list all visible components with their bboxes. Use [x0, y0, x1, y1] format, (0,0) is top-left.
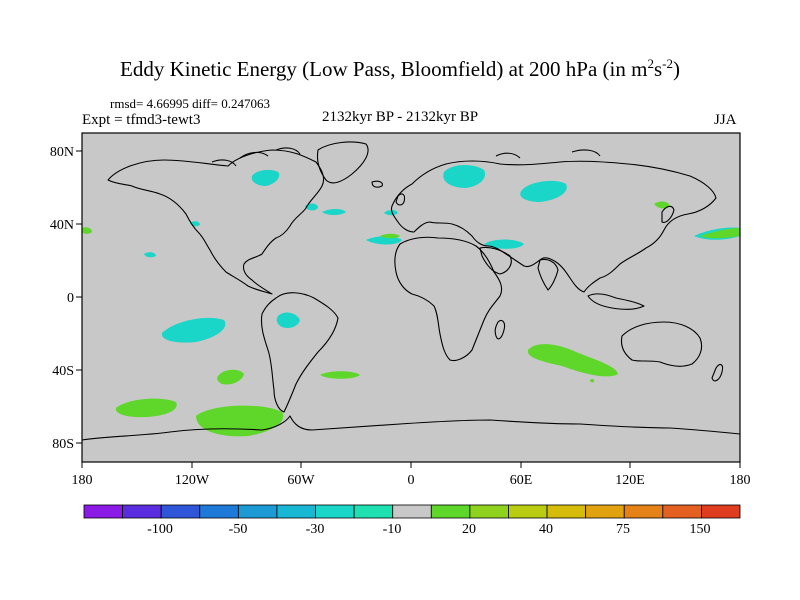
coast-japan [661, 205, 675, 223]
coast-indonesia [587, 293, 645, 310]
green-patch-southwest-pacific [217, 369, 244, 385]
green-patch-west-africa [380, 233, 400, 239]
lon-label: 180 [72, 473, 93, 488]
lat-label: 80N [50, 145, 74, 160]
colorbar-swatch [546, 504, 587, 519]
rmsd-diff-text: rmsd= 4.66995 diff= 0.247063 [110, 96, 270, 111]
colorbar-label: -10 [383, 522, 402, 537]
axis-ticks [76, 150, 741, 468]
lon-label: 60W [287, 473, 315, 488]
green-patch-japan [654, 201, 670, 209]
lon-label: 60E [510, 473, 533, 488]
colorbar-swatch [469, 504, 509, 519]
coast-africa [394, 236, 503, 362]
colorbar-swatch [237, 504, 278, 519]
title-mid: s [653, 57, 663, 81]
title-sup1: 2 [647, 56, 654, 71]
colorbar-swatch [430, 504, 471, 519]
cyan-patch-siberia [520, 180, 567, 202]
map-background [82, 133, 740, 462]
colorbar-swatch [701, 504, 741, 519]
colorbar-swatch [122, 504, 162, 519]
cyan-patch-north-sea [384, 210, 398, 216]
cyan-patch-mediterranean [366, 236, 402, 245]
lat-label: 0 [67, 291, 74, 306]
colorbar-swatch [353, 504, 394, 519]
lat-label: 40S [52, 364, 74, 379]
coast-new-zealand [711, 363, 724, 382]
green-patch-indian-ocean [527, 344, 618, 377]
colorbar-label: -30 [306, 522, 325, 537]
colorbar-swatch [623, 504, 664, 519]
title-end: ) [672, 57, 680, 81]
coast-iceland [371, 180, 383, 188]
cyan-patch-arabia [484, 239, 524, 249]
colorbar-swatch [160, 504, 201, 519]
colorbar-label: 150 [690, 522, 711, 537]
cyan-patch-pacific-south [276, 312, 300, 328]
colorbar-swatch [662, 504, 702, 519]
colorbar-label: -100 [147, 522, 173, 537]
colorbar-labels: -100 -50 -30 -10 20 40 75 150 [147, 522, 710, 537]
title-sup2: -2 [662, 56, 673, 71]
lat-label: 80S [52, 437, 74, 452]
cyan-patch-pacific-east [161, 317, 226, 343]
green-patch-east-edge [700, 228, 740, 239]
lat-label: 40N [50, 218, 74, 233]
green-patch-south-pacific [115, 398, 177, 418]
coast-eurasia [390, 160, 717, 293]
coast-arabia [479, 246, 512, 275]
colorbar-swatch [83, 504, 123, 519]
coast-north-america [107, 149, 325, 295]
colorbar-swatch [585, 504, 625, 519]
colorbar-label: 20 [462, 522, 476, 537]
colorbar-swatch [508, 504, 548, 519]
colorbar-swatch [199, 504, 239, 519]
colorbar-label: 40 [539, 522, 553, 537]
cyan-patch-hawaii [144, 252, 156, 258]
lon-label: 120W [175, 473, 210, 488]
plot-title: Eddy Kinetic Energy (Low Pass, Bloomfiel… [0, 56, 800, 82]
green-patch-west-edge [82, 227, 92, 234]
coast-british-isles [395, 193, 406, 206]
coast-arctic-islands [211, 147, 601, 167]
cyan-patch-atlantic [322, 209, 346, 215]
cyan-patch-hudson [251, 169, 280, 186]
lon-label: 120E [615, 473, 645, 488]
colorbar-label: -50 [229, 522, 248, 537]
experiment-label: Expt = tfmd3-tewt3 [82, 112, 201, 128]
lon-label: 0 [408, 473, 415, 488]
cyan-patch-scandinavia [443, 164, 486, 188]
colorbar [83, 504, 741, 519]
coast-australia [620, 321, 703, 367]
green-patch-south-atlantic [320, 371, 360, 379]
coast-madagascar [494, 319, 506, 340]
season-label: JJA [714, 112, 737, 128]
longitude-labels: 180 120W 60W 0 60E 120E 180 [72, 473, 751, 488]
coastlines [81, 141, 741, 441]
colorbar-swatch [392, 504, 432, 519]
coast-greenland [316, 141, 369, 184]
colorbar-label: 75 [616, 522, 630, 537]
coast-antarctica [81, 415, 741, 441]
period-label: 2132kyr BP - 2132kyr BP [322, 109, 479, 125]
title-main: Eddy Kinetic Energy (Low Pass, Bloomfiel… [120, 57, 648, 81]
lon-label: 180 [730, 473, 751, 488]
green-patch-indian-dot [590, 378, 595, 383]
latitude-labels: 80N 40N 0 40S 80S [50, 145, 74, 452]
coast-south-america [260, 292, 339, 413]
coast-india [537, 258, 559, 291]
colorbar-swatch [276, 504, 316, 519]
colorbar-swatch [315, 504, 355, 519]
